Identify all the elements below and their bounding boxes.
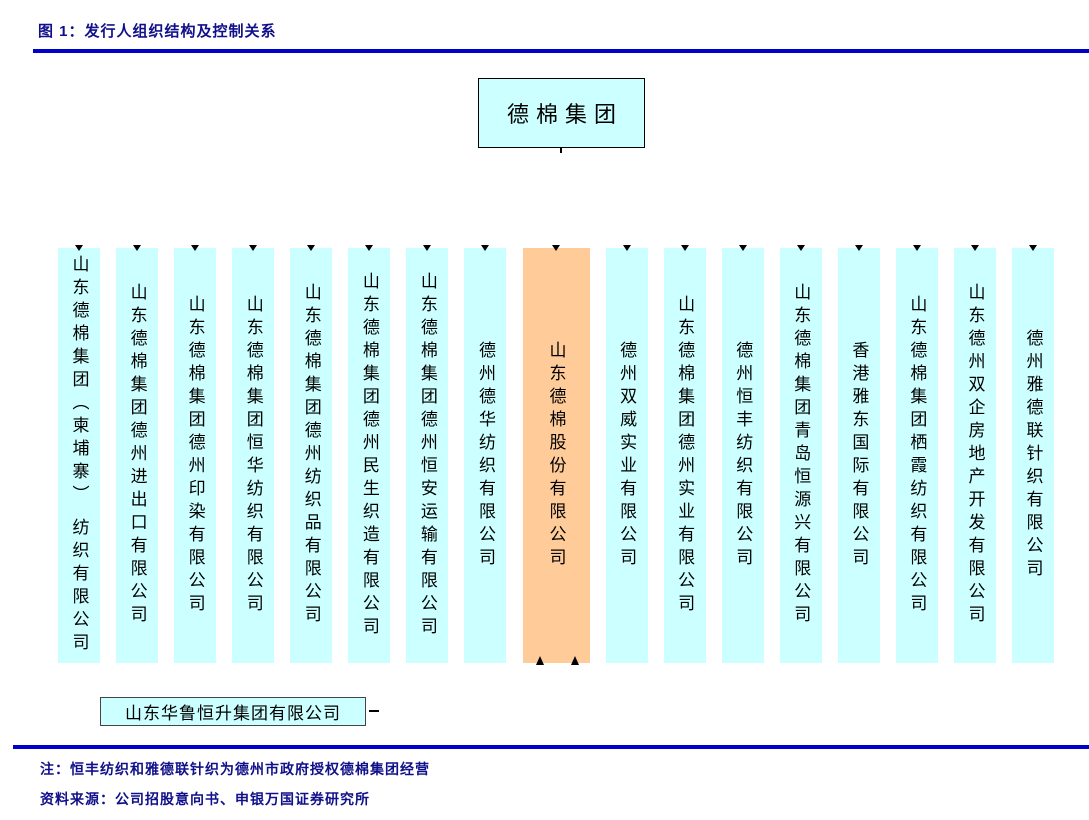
parent-company-name: 德棉集团 — [506, 102, 623, 127]
top-divider-rule — [33, 49, 1089, 53]
subsidiary-box: 山东德棉集团德州进出口有限公司 — [116, 245, 159, 663]
subsidiary-name: 山东德棉集团德州实业有限公司 — [675, 294, 695, 617]
subsidiary-box: 山东德棉集团恒华纺织有限公司 — [232, 245, 275, 663]
subsidiary-name: 山东德州双企房地产开发有限公司 — [965, 283, 985, 628]
subsidiary-name: 山东德棉集团德州纺织品有限公司 — [301, 283, 321, 628]
parent-company-box: 德棉集团 — [478, 78, 645, 148]
subsidiary-name: 山东德棉集团德州印染有限公司 — [185, 294, 205, 617]
subsidiary-box: 山东德棉集团德州印染有限公司 — [174, 245, 217, 663]
subsidiary-name: 德州恒丰纺织有限公司 — [733, 340, 753, 571]
arrow-down-icon — [854, 245, 863, 251]
subsidiary-name: 德州双威实业有限公司 — [617, 340, 637, 571]
subsidiary-name: 山东德棉集团德州恒安运输有限公司 — [417, 271, 437, 640]
subsidiary-box: 山东德棉集团青岛恒源兴有限公司 — [779, 245, 822, 663]
subsidiaries-row: 山东德棉集团（柬埔寨） 纺织有限公司 山东德棉集团德州进出口有限公司 山东德棉集… — [58, 245, 1054, 665]
arrow-down-icon — [796, 245, 805, 251]
arrow-down-icon — [307, 245, 316, 251]
subsidiary-box: 山东德棉集团德州实业有限公司 — [663, 245, 706, 663]
arrow-down-icon — [552, 245, 560, 251]
arrow-down-icon — [738, 245, 747, 251]
subsidiary-box: 山东德棉集团德州民生织造有限公司 — [348, 245, 391, 663]
subsidiary-name: 香港雅东国际有限公司 — [849, 340, 869, 571]
arrow-down-icon — [75, 245, 83, 251]
subsidiary-box: 山东德棉集团（柬埔寨） 纺织有限公司 — [58, 245, 100, 663]
bottom-divider-rule — [13, 745, 1089, 749]
figure-title: 图 1：发行人组织结构及控制关系 — [38, 23, 277, 40]
figure-note: 注：恒丰纺织和雅德联针织为德州市政府授权德棉集团经营 — [40, 761, 430, 777]
subsidiary-box: 德州双威实业有限公司 — [605, 245, 648, 663]
shareholder-connector-dash — [369, 710, 379, 712]
arrow-down-icon — [249, 245, 258, 251]
parent-connector-stub — [560, 148, 562, 153]
arrow-up-icon — [570, 656, 579, 665]
subsidiary-box: 香港雅东国际有限公司 — [837, 245, 880, 663]
arrow-down-icon — [481, 245, 490, 251]
subsidiary-box: 山东德棉集团栖霞纺织有限公司 — [895, 245, 938, 663]
subsidiary-box: 山东德棉集团德州纺织品有限公司 — [290, 245, 333, 663]
subsidiary-name: 山东德棉集团德州进出口有限公司 — [127, 283, 147, 628]
arrow-down-icon — [365, 245, 374, 251]
subsidiary-name: 山东德棉集团（柬埔寨） 纺织有限公司 — [69, 254, 89, 657]
subsidiary-name: 德州雅德联针织有限公司 — [1023, 329, 1043, 582]
arrow-down-icon — [133, 245, 142, 251]
subsidiary-name: 山东德棉集团恒华纺织有限公司 — [243, 294, 263, 617]
figure-source: 资料来源：公司招股意向书、申银万国证券研究所 — [40, 791, 370, 807]
arrow-down-icon — [912, 245, 921, 251]
subsidiary-name: 山东德棉集团栖霞纺织有限公司 — [907, 294, 927, 617]
subsidiary-box: 山东德州双企房地产开发有限公司 — [953, 245, 996, 663]
arrow-down-icon — [1029, 245, 1037, 251]
arrow-down-icon — [423, 245, 432, 251]
arrow-down-icon — [622, 245, 631, 251]
arrow-down-icon — [680, 245, 689, 251]
arrow-up-icon — [535, 656, 544, 665]
subsidiary-box: 德州恒丰纺织有限公司 — [721, 245, 764, 663]
subsidiary-name: 山东德棉股份有限公司 — [546, 340, 566, 571]
subsidiary-box: 山东德棉集团德州恒安运输有限公司 — [406, 245, 449, 663]
subsidiary-name: 山东德棉集团德州民生织造有限公司 — [359, 271, 379, 640]
subsidiary-name: 德州德华纺织有限公司 — [475, 340, 495, 571]
arrow-down-icon — [191, 245, 200, 251]
shareholder-box: 山东华鲁恒升集团有限公司 — [100, 697, 366, 726]
subsidiary-name: 山东德棉集团青岛恒源兴有限公司 — [791, 283, 811, 628]
subsidiary-box: 德州雅德联针织有限公司 — [1012, 245, 1054, 663]
subsidiary-box: 山东德棉股份有限公司 — [522, 245, 590, 665]
shareholder-name: 山东华鲁恒升集团有限公司 — [125, 704, 341, 723]
subsidiary-box: 德州德华纺织有限公司 — [464, 245, 507, 663]
arrow-down-icon — [970, 245, 979, 251]
